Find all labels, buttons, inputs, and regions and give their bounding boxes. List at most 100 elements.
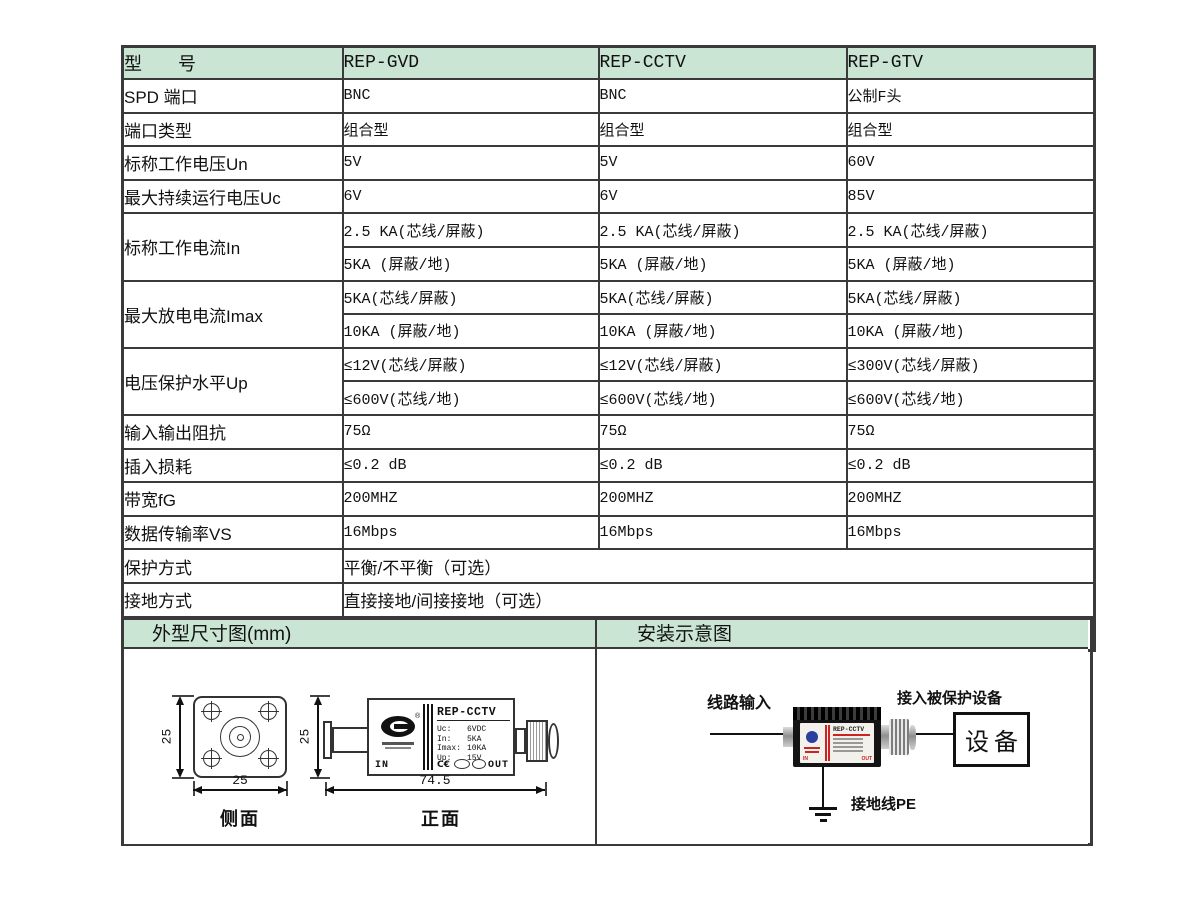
photo-red-stripe <box>828 725 830 761</box>
installation-diagram-panel: 线路输入 接入被保护设备 REP-CCTV IN OUT <box>597 649 1088 844</box>
registered-mark: ® <box>415 713 421 720</box>
row-label: 标称工作电流In <box>121 212 344 282</box>
table-row: 电压保护水平Up ≤12V(芯线/屏蔽) ≤12V(芯线/屏蔽) ≤300V(芯… <box>121 346 1096 416</box>
screw-icon <box>201 701 222 722</box>
table-header-row: 型 号 REP-GVD REP-CCTV REP-GTV <box>121 45 1096 80</box>
cell-value: 5V <box>341 145 600 181</box>
dimensions-section-title: 外型尺寸图(mm) <box>124 620 597 649</box>
dim-line-front-width <box>325 789 545 791</box>
spec-key: Uc: <box>437 725 452 734</box>
f-connector-barrel <box>526 720 548 762</box>
table-row: 插入损耗 ≤0.2 dB ≤0.2 dB ≤0.2 dB <box>121 447 1096 484</box>
photo-bnc-shoulder <box>881 725 889 749</box>
ground-wire-label: 接地线PE <box>851 796 917 813</box>
label-divider <box>431 704 433 770</box>
table-row: 最大放电电流Imax 5KA(芯线/屏蔽) 5KA(芯线/屏蔽) 5KA(芯线/… <box>121 279 1096 349</box>
dim-arrow <box>176 769 184 778</box>
table-row: ≤600V(芯线/地) ≤600V(芯线/地) ≤600V(芯线/地) <box>123 380 1096 416</box>
dim-arrow <box>278 786 287 794</box>
photo-in-label: IN <box>803 756 808 762</box>
cell-value-span: 平衡/不平衡（可选） <box>341 548 1096 584</box>
cell-value: 16Mbps <box>597 514 848 551</box>
cell-value-span: 直接接地/间接接地（可选） <box>341 581 1096 618</box>
cell-value: 5KA (屏蔽/地) <box>597 245 848 282</box>
brand-logo-icon <box>381 716 415 737</box>
spec-table: 型 号 REP-GVD REP-CCTV REP-GTV SPD 端口 BNC … <box>121 45 1096 653</box>
photo-model-text: REP-CCTV <box>833 726 865 733</box>
side-height-dim: 25 <box>159 728 175 745</box>
dim-arrow <box>314 696 322 705</box>
front-view-body: ® IN REP-CCTV Uc: 6VDC In: 5KA Imax: 10KA U… <box>367 698 515 776</box>
cell-value: 5KA (屏蔽/地) <box>341 245 600 282</box>
table-row: 标称工作电压Un 5V 5V 60V <box>121 145 1096 181</box>
ground-wire <box>822 767 824 807</box>
cert-mark-icon <box>472 759 486 769</box>
table-row: 最大持续运行电压Uc 6V 6V 85V <box>121 178 1096 215</box>
photo-spec-bar <box>833 746 863 748</box>
cell-value: ≤0.2 dB <box>597 447 848 484</box>
connector-pin <box>236 733 244 741</box>
spec-value: 5KA <box>467 734 482 744</box>
row-label: 最大放电电流Imax <box>121 279 344 349</box>
ext-line <box>545 782 547 796</box>
cell-value: ≤600V(芯线/地) <box>845 380 1096 416</box>
row-label: 最大持续运行电压Uc <box>121 178 344 215</box>
photo-device-body: REP-CCTV IN OUT <box>793 707 881 767</box>
cell-value: 10KA (屏蔽/地) <box>597 313 848 349</box>
spec-key: In: <box>437 734 452 744</box>
row-label: 保护方式 <box>121 548 344 584</box>
cell-value: 10KA (屏蔽/地) <box>845 313 1096 349</box>
photo-left-connector <box>783 727 795 747</box>
cell-value: 5KA(芯线/屏蔽) <box>845 279 1096 316</box>
connector-mid-ring <box>229 726 251 748</box>
bottom-section: 外型尺寸图(mm) 安装示意图 25 25 侧面 25 <box>121 617 1093 846</box>
row-label: 带宽fG <box>121 481 344 517</box>
photo-heatsink-fins <box>793 707 881 720</box>
spec-value: 10KA <box>467 744 487 753</box>
cell-value: 5KA(芯线/屏蔽) <box>597 279 848 316</box>
dim-arrow <box>536 786 545 794</box>
cell-value: 200MHZ <box>341 481 600 517</box>
cell-value: 6V <box>341 178 600 215</box>
photo-bnc-barrel <box>889 719 909 755</box>
table-row: 输入输出阻抗 75Ω 75Ω 75Ω <box>121 413 1096 450</box>
logo-text-bar <box>382 742 414 745</box>
ground-symbol <box>820 819 827 822</box>
bnc-flange <box>323 721 332 759</box>
cell-value: 2.5 KA(芯线/屏蔽) <box>597 212 848 248</box>
label-divider <box>423 704 425 770</box>
dim-line-front-height <box>317 698 319 776</box>
table-row: SPD 端口 BNC BNC 公制F头 <box>121 78 1096 114</box>
label-divider <box>427 704 429 770</box>
cell-value: 16Mbps <box>845 514 1096 551</box>
front-width-dim: 74.5 <box>419 773 451 788</box>
cell-value: 2.5 KA(芯线/屏蔽) <box>341 212 600 248</box>
equipment-box: 设备 <box>953 712 1030 767</box>
installation-section-title: 安装示意图 <box>597 620 1088 649</box>
spec-key: Imax: <box>437 744 462 753</box>
cell-value: 200MHZ <box>597 481 848 517</box>
dim-arrow <box>325 786 334 794</box>
photo-spec-bar <box>833 742 863 744</box>
device-model-label: REP-CCTV <box>437 706 510 721</box>
cell-value: ≤600V(芯线/地) <box>341 380 600 416</box>
out-port-label: OUT <box>487 760 509 771</box>
device-spec-list: Uc: 6VDC In: 5KA Imax: 10KA Up: 15V <box>437 725 515 763</box>
photo-underline <box>833 734 870 736</box>
row-label: SPD 端口 <box>121 78 344 114</box>
cell-value: 10KA (屏蔽/地) <box>341 313 600 349</box>
ce-mark: C€ <box>437 760 450 770</box>
screw-icon <box>201 748 222 769</box>
connector-outer-ring <box>220 717 260 757</box>
photo-logo-text-bar <box>805 751 819 753</box>
f-connector-shoulder <box>515 728 526 754</box>
cell-value: 6V <box>597 178 848 215</box>
cell-value: 2.5 KA(芯线/屏蔽) <box>845 212 1096 248</box>
header-model-label: 型 号 <box>121 45 344 80</box>
table-row: 标称工作电流In 2.5 KA(芯线/屏蔽) 2.5 KA(芯线/屏蔽) 2.5… <box>121 212 1096 282</box>
cell-value: ≤0.2 dB <box>341 447 600 484</box>
ext-line <box>310 695 330 697</box>
spec-key: Up: <box>437 753 452 763</box>
dim-arrow <box>314 769 322 778</box>
row-label: 输入输出阻抗 <box>121 413 344 450</box>
